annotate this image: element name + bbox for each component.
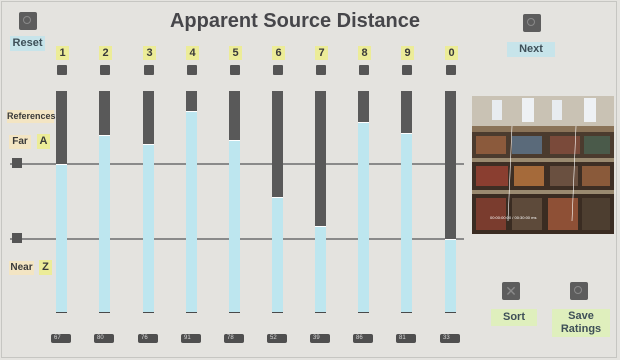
slider-baseline [272, 312, 283, 313]
slider-track [272, 91, 283, 197]
slider-toggle-1[interactable] [57, 65, 67, 75]
slider-track [229, 91, 240, 140]
rating-value-3: 76 [138, 334, 158, 343]
video-timecode: 00:00:00:00 / 00:30:00 ms [490, 215, 536, 220]
slider-baseline [315, 312, 326, 313]
rating-value-5: 78 [224, 334, 244, 343]
slider-track [186, 91, 197, 111]
slider-toggle-3[interactable] [144, 65, 154, 75]
slider-thumb[interactable] [186, 111, 197, 112]
rating-value-9: 81 [396, 334, 416, 343]
save-toggle[interactable] [570, 282, 588, 300]
rating-value-2: 80 [94, 334, 114, 343]
slider-baseline [186, 312, 197, 313]
slider-track [445, 91, 456, 239]
rating-value-6: 52 [267, 334, 287, 343]
rating-slider-9[interactable] [401, 91, 412, 313]
save-circle-icon [574, 286, 582, 294]
slider-baseline [445, 312, 456, 313]
slider-label-5: 5 [229, 46, 242, 60]
rating-value-4: 91 [181, 334, 201, 343]
slider-thumb[interactable] [315, 226, 326, 227]
slider-baseline [358, 312, 369, 313]
rating-slider-5[interactable] [229, 91, 240, 313]
close-icon: ✕ [505, 283, 517, 299]
slider-toggle-4[interactable] [187, 65, 197, 75]
near-key-button[interactable]: Z [39, 260, 52, 275]
video-preview[interactable]: 00:00:00:00 / 00:30:00 ms [472, 96, 614, 234]
stop-circle-icon [527, 18, 535, 26]
rating-value-1: 67 [51, 334, 71, 343]
slider-toggle-7[interactable] [316, 65, 326, 75]
rating-slider-7[interactable] [315, 91, 326, 313]
slider-track [358, 91, 369, 122]
play-circle-icon [23, 16, 31, 24]
slider-toggle-6[interactable] [273, 65, 283, 75]
slider-toggle-0[interactable] [446, 65, 456, 75]
rating-slider-4[interactable] [186, 91, 197, 313]
slider-thumb[interactable] [99, 135, 110, 136]
slider-label-7: 7 [315, 46, 328, 60]
slider-thumb[interactable] [229, 140, 240, 141]
page-title: Apparent Source Distance [169, 10, 421, 32]
slider-label-0: 0 [445, 46, 458, 60]
reset-button[interactable]: Reset [10, 36, 45, 51]
far-label: Far [9, 135, 31, 149]
sort-toggle[interactable]: ✕ [502, 282, 520, 300]
slider-thumb[interactable] [445, 239, 456, 240]
rating-value-7: 39 [310, 334, 330, 343]
slider-toggle-8[interactable] [359, 65, 369, 75]
slider-label-3: 3 [143, 46, 156, 60]
slider-thumb[interactable] [358, 122, 369, 123]
slider-track [401, 91, 412, 133]
slider-label-8: 8 [358, 46, 371, 60]
slider-thumb[interactable] [143, 144, 154, 145]
stop-button[interactable] [523, 14, 541, 32]
rating-value-8: 86 [353, 334, 373, 343]
slider-track [56, 91, 67, 164]
slider-baseline [229, 312, 240, 313]
rating-slider-8[interactable] [358, 91, 369, 313]
slider-label-6: 6 [272, 46, 285, 60]
slider-baseline [56, 312, 67, 313]
sort-button[interactable]: Sort [491, 309, 537, 326]
slider-baseline [401, 312, 412, 313]
references-heading: References [7, 110, 56, 123]
rating-slider-0[interactable] [445, 91, 456, 313]
slider-label-1: 1 [56, 46, 69, 60]
slider-thumb[interactable] [272, 197, 283, 198]
slider-label-4: 4 [186, 46, 199, 60]
play-button[interactable] [19, 12, 37, 30]
slider-toggle-5[interactable] [230, 65, 240, 75]
slider-track [143, 91, 154, 144]
slider-toggle-2[interactable] [100, 65, 110, 75]
far-reference-handle[interactable] [12, 158, 22, 168]
slider-toggle-9[interactable] [402, 65, 412, 75]
rating-slider-2[interactable] [99, 91, 110, 313]
rating-slider-1[interactable] [56, 91, 67, 313]
rating-slider-3[interactable] [143, 91, 154, 313]
slider-thumb[interactable] [401, 133, 412, 134]
slider-thumb[interactable] [56, 164, 67, 165]
slider-track [315, 91, 326, 226]
slider-label-9: 9 [401, 46, 414, 60]
slider-label-2: 2 [99, 46, 112, 60]
slider-track [99, 91, 110, 135]
rating-slider-6[interactable] [272, 91, 283, 313]
near-reference-handle[interactable] [12, 233, 22, 243]
near-label: Near [9, 261, 34, 275]
far-key-button[interactable]: A [37, 134, 50, 149]
slider-baseline [143, 312, 154, 313]
next-button[interactable]: Next [507, 42, 555, 57]
slider-baseline [99, 312, 110, 313]
save-ratings-button[interactable]: Save Ratings [552, 309, 610, 337]
rating-value-0: 33 [440, 334, 460, 343]
